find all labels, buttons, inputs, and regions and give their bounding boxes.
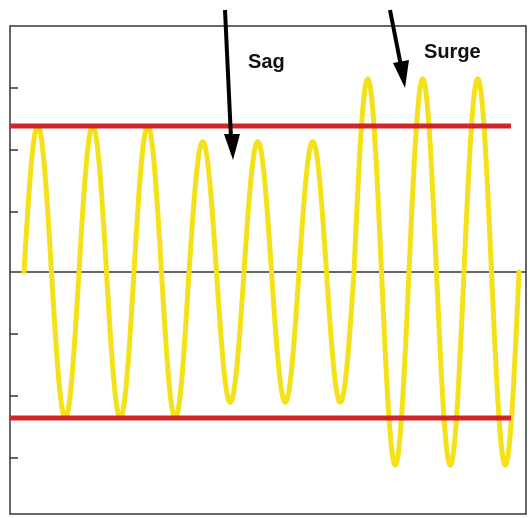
surge-arrow [388,9,409,88]
plot-frame [9,25,527,515]
sag-arrow [223,9,240,160]
surge-label: Surge [424,41,481,63]
sag-label: Sag [248,51,285,73]
y-axis-ticks [10,87,18,459]
voltage-waveform [21,76,522,468]
